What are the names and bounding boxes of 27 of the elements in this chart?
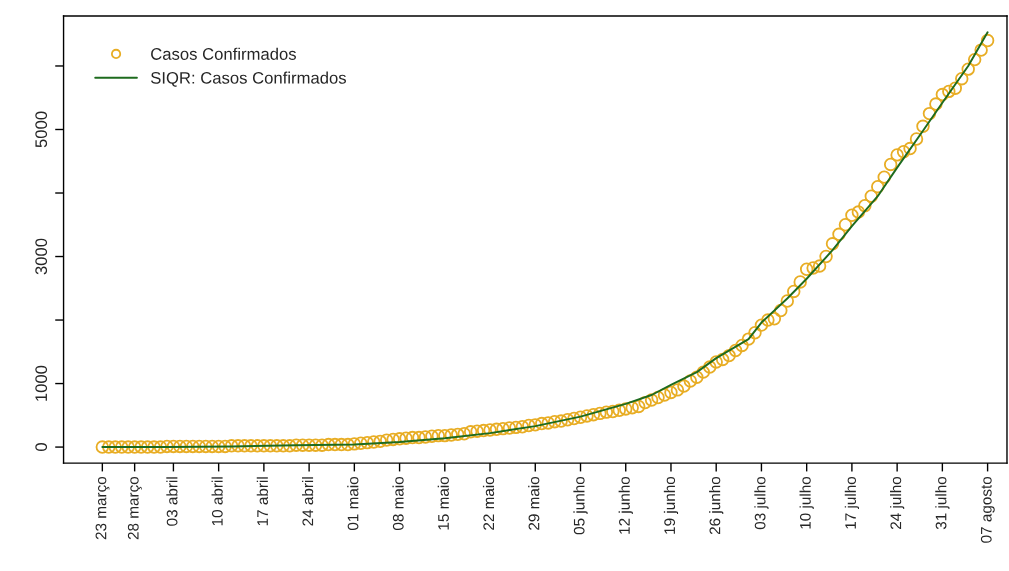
x-tick-label: 05 junho	[573, 476, 588, 535]
x-tick-label: 24 julho	[890, 476, 905, 530]
x-tick-label: 10 abril	[211, 477, 223, 526]
x-tick-label: 17 abril	[256, 477, 268, 526]
x-tick-label: 23 março	[95, 476, 110, 540]
x-tick-label: 17 julho	[844, 476, 860, 529]
x-tick-label: 22 maio	[482, 476, 495, 530]
y-tick-label: 5000	[35, 111, 48, 148]
x-tick-label: 26 junho	[709, 476, 724, 535]
x-tick-label: 19 junho	[663, 476, 679, 534]
x-tick-label: 07 agosto	[980, 476, 995, 543]
legend-label: Casos Confirmados	[151, 47, 296, 60]
x-tick-label: 15 maio	[437, 476, 449, 530]
x-tick-label: 12 junho	[618, 476, 633, 534]
x-tick-label: 10 julho	[799, 476, 814, 529]
y-tick-label: 3000	[35, 238, 48, 275]
legend-label: SIQR: Casos Confirmados	[150, 71, 346, 87]
x-tick-label: 28 março	[127, 476, 142, 540]
x-tick-label: 29 maio	[528, 476, 540, 530]
x-tick-label: 03 julho	[754, 476, 769, 530]
y-tick-label: 1000	[35, 365, 48, 401]
x-tick-label: 31 julho	[935, 476, 950, 530]
x-tick-label: 24 abril	[301, 477, 314, 526]
y-tick-label: 0	[35, 443, 48, 452]
x-tick-label: 08 maio	[392, 476, 404, 531]
x-tick-label: 01 maio	[347, 476, 359, 531]
x-tick-label: 03 abril	[166, 477, 178, 526]
